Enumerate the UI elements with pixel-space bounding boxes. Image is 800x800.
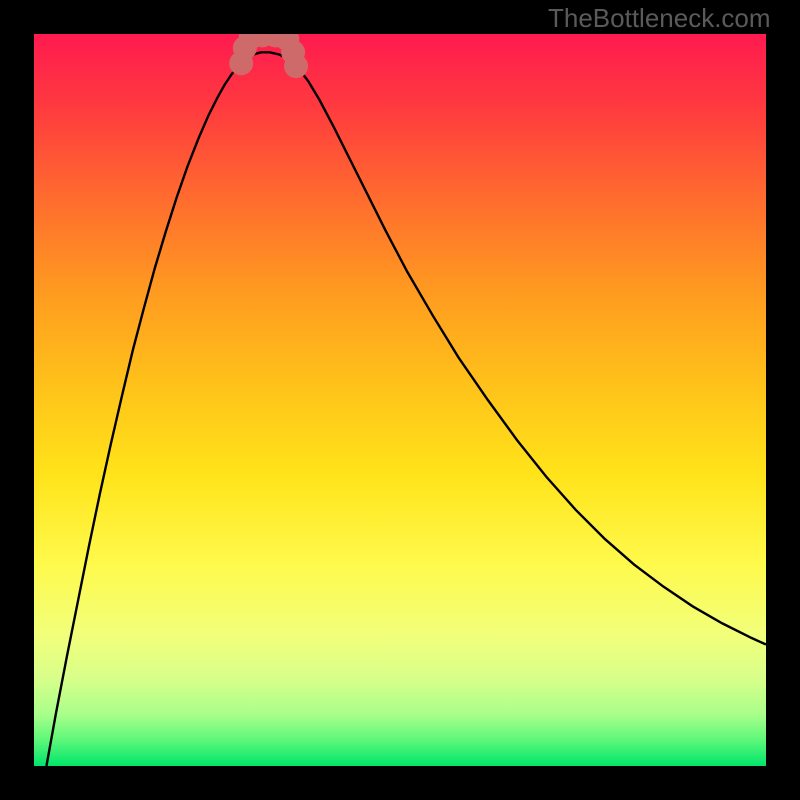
stage: TheBottleneck.com	[0, 0, 800, 800]
watermark-text: TheBottleneck.com	[548, 3, 771, 34]
plot-area	[34, 34, 766, 766]
bottleneck-curve	[46, 52, 766, 766]
marker-group	[229, 34, 308, 78]
curve-marker	[284, 54, 308, 78]
chart-svg	[34, 34, 766, 766]
